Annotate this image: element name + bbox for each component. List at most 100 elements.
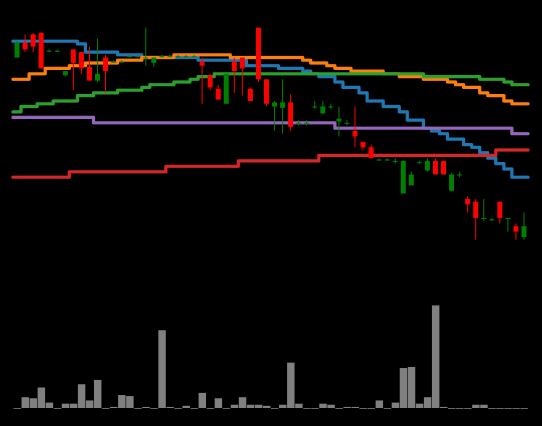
volume-bar	[102, 408, 110, 409]
candle-body	[231, 61, 237, 72]
volume-bar	[488, 408, 496, 409]
candle-body	[280, 102, 286, 108]
candle	[103, 54, 109, 93]
candle	[70, 49, 76, 91]
volume-bar	[37, 387, 46, 408]
candle-body	[336, 118, 342, 122]
candle-body	[384, 159, 390, 161]
volume-bar	[423, 397, 432, 408]
candle-body	[167, 56, 173, 58]
candle	[22, 34, 28, 53]
candle	[127, 54, 133, 58]
candle-body	[86, 67, 92, 81]
candle	[151, 57, 157, 68]
volume-bar	[359, 408, 367, 409]
candle-body	[207, 75, 213, 88]
candle	[167, 54, 173, 58]
volume-bar	[295, 403, 303, 408]
candle-body	[151, 57, 157, 63]
volume-bar	[448, 408, 456, 409]
volume-bar	[327, 404, 335, 408]
volume-bar	[190, 408, 198, 409]
volume-bar	[456, 408, 464, 409]
overlay-line-5	[11, 148, 530, 179]
candle	[312, 101, 318, 110]
candle-body	[320, 106, 326, 114]
candle-body	[272, 102, 278, 107]
candle	[86, 46, 92, 81]
candle-body	[497, 201, 503, 218]
candle-body	[416, 162, 422, 164]
volume-bar	[335, 408, 343, 409]
candle-body	[199, 61, 205, 66]
candle	[199, 57, 205, 104]
volume-bar	[230, 404, 239, 408]
volume-bar	[279, 404, 287, 408]
volume-bar	[238, 397, 247, 408]
volume-bar	[464, 408, 472, 409]
candle-body	[191, 56, 197, 58]
candle-body	[400, 160, 406, 194]
volume-bars	[13, 305, 528, 409]
volume-bar	[262, 405, 271, 408]
candle-body	[46, 50, 52, 52]
candle	[376, 158, 382, 161]
candle	[30, 33, 36, 53]
volume-bar	[29, 398, 38, 408]
volume-bar	[222, 408, 231, 409]
candle-body	[103, 57, 109, 72]
candlestick-series	[14, 27, 527, 240]
volume-bar	[520, 408, 528, 409]
candle-body	[288, 102, 294, 127]
candle-body	[94, 73, 100, 81]
candle	[46, 49, 52, 53]
volume-bar	[142, 406, 150, 408]
candle-body	[368, 147, 374, 159]
candle-body	[239, 57, 245, 69]
candle-body	[175, 56, 181, 58]
candle	[336, 106, 342, 137]
candle-body	[135, 56, 141, 58]
candle	[247, 87, 253, 102]
volume-bar	[174, 408, 182, 409]
candle-body	[119, 61, 125, 63]
candle	[159, 54, 165, 58]
volume-bar	[439, 406, 448, 408]
volume-bar	[158, 330, 166, 408]
candle	[280, 79, 286, 134]
volume-bar	[21, 397, 29, 408]
candle-body	[296, 122, 302, 124]
candle-body	[481, 218, 487, 219]
candle	[392, 158, 398, 164]
candle	[368, 144, 374, 159]
candle	[272, 101, 278, 131]
candle-body	[328, 106, 334, 108]
candle	[521, 212, 527, 240]
candle	[175, 54, 181, 58]
candle-body	[255, 27, 261, 80]
volume-bar	[472, 404, 480, 408]
volume-bar	[206, 408, 215, 409]
candle	[54, 49, 60, 53]
candle-body	[22, 42, 28, 50]
candle	[94, 38, 100, 82]
volume-bar	[351, 406, 359, 408]
candle-body	[352, 130, 358, 137]
candle	[360, 141, 366, 150]
candle-body	[432, 160, 438, 175]
candle	[481, 198, 487, 221]
candle-body	[127, 56, 133, 58]
candle-body	[441, 160, 447, 175]
candle	[408, 171, 414, 186]
candle	[432, 158, 438, 175]
volume-bar	[391, 402, 400, 408]
volume-bar	[496, 408, 504, 409]
candle	[119, 60, 125, 63]
volume-bar	[166, 406, 174, 408]
candle	[143, 27, 149, 66]
candle	[489, 218, 495, 221]
candle	[255, 27, 261, 82]
candle	[441, 160, 447, 175]
